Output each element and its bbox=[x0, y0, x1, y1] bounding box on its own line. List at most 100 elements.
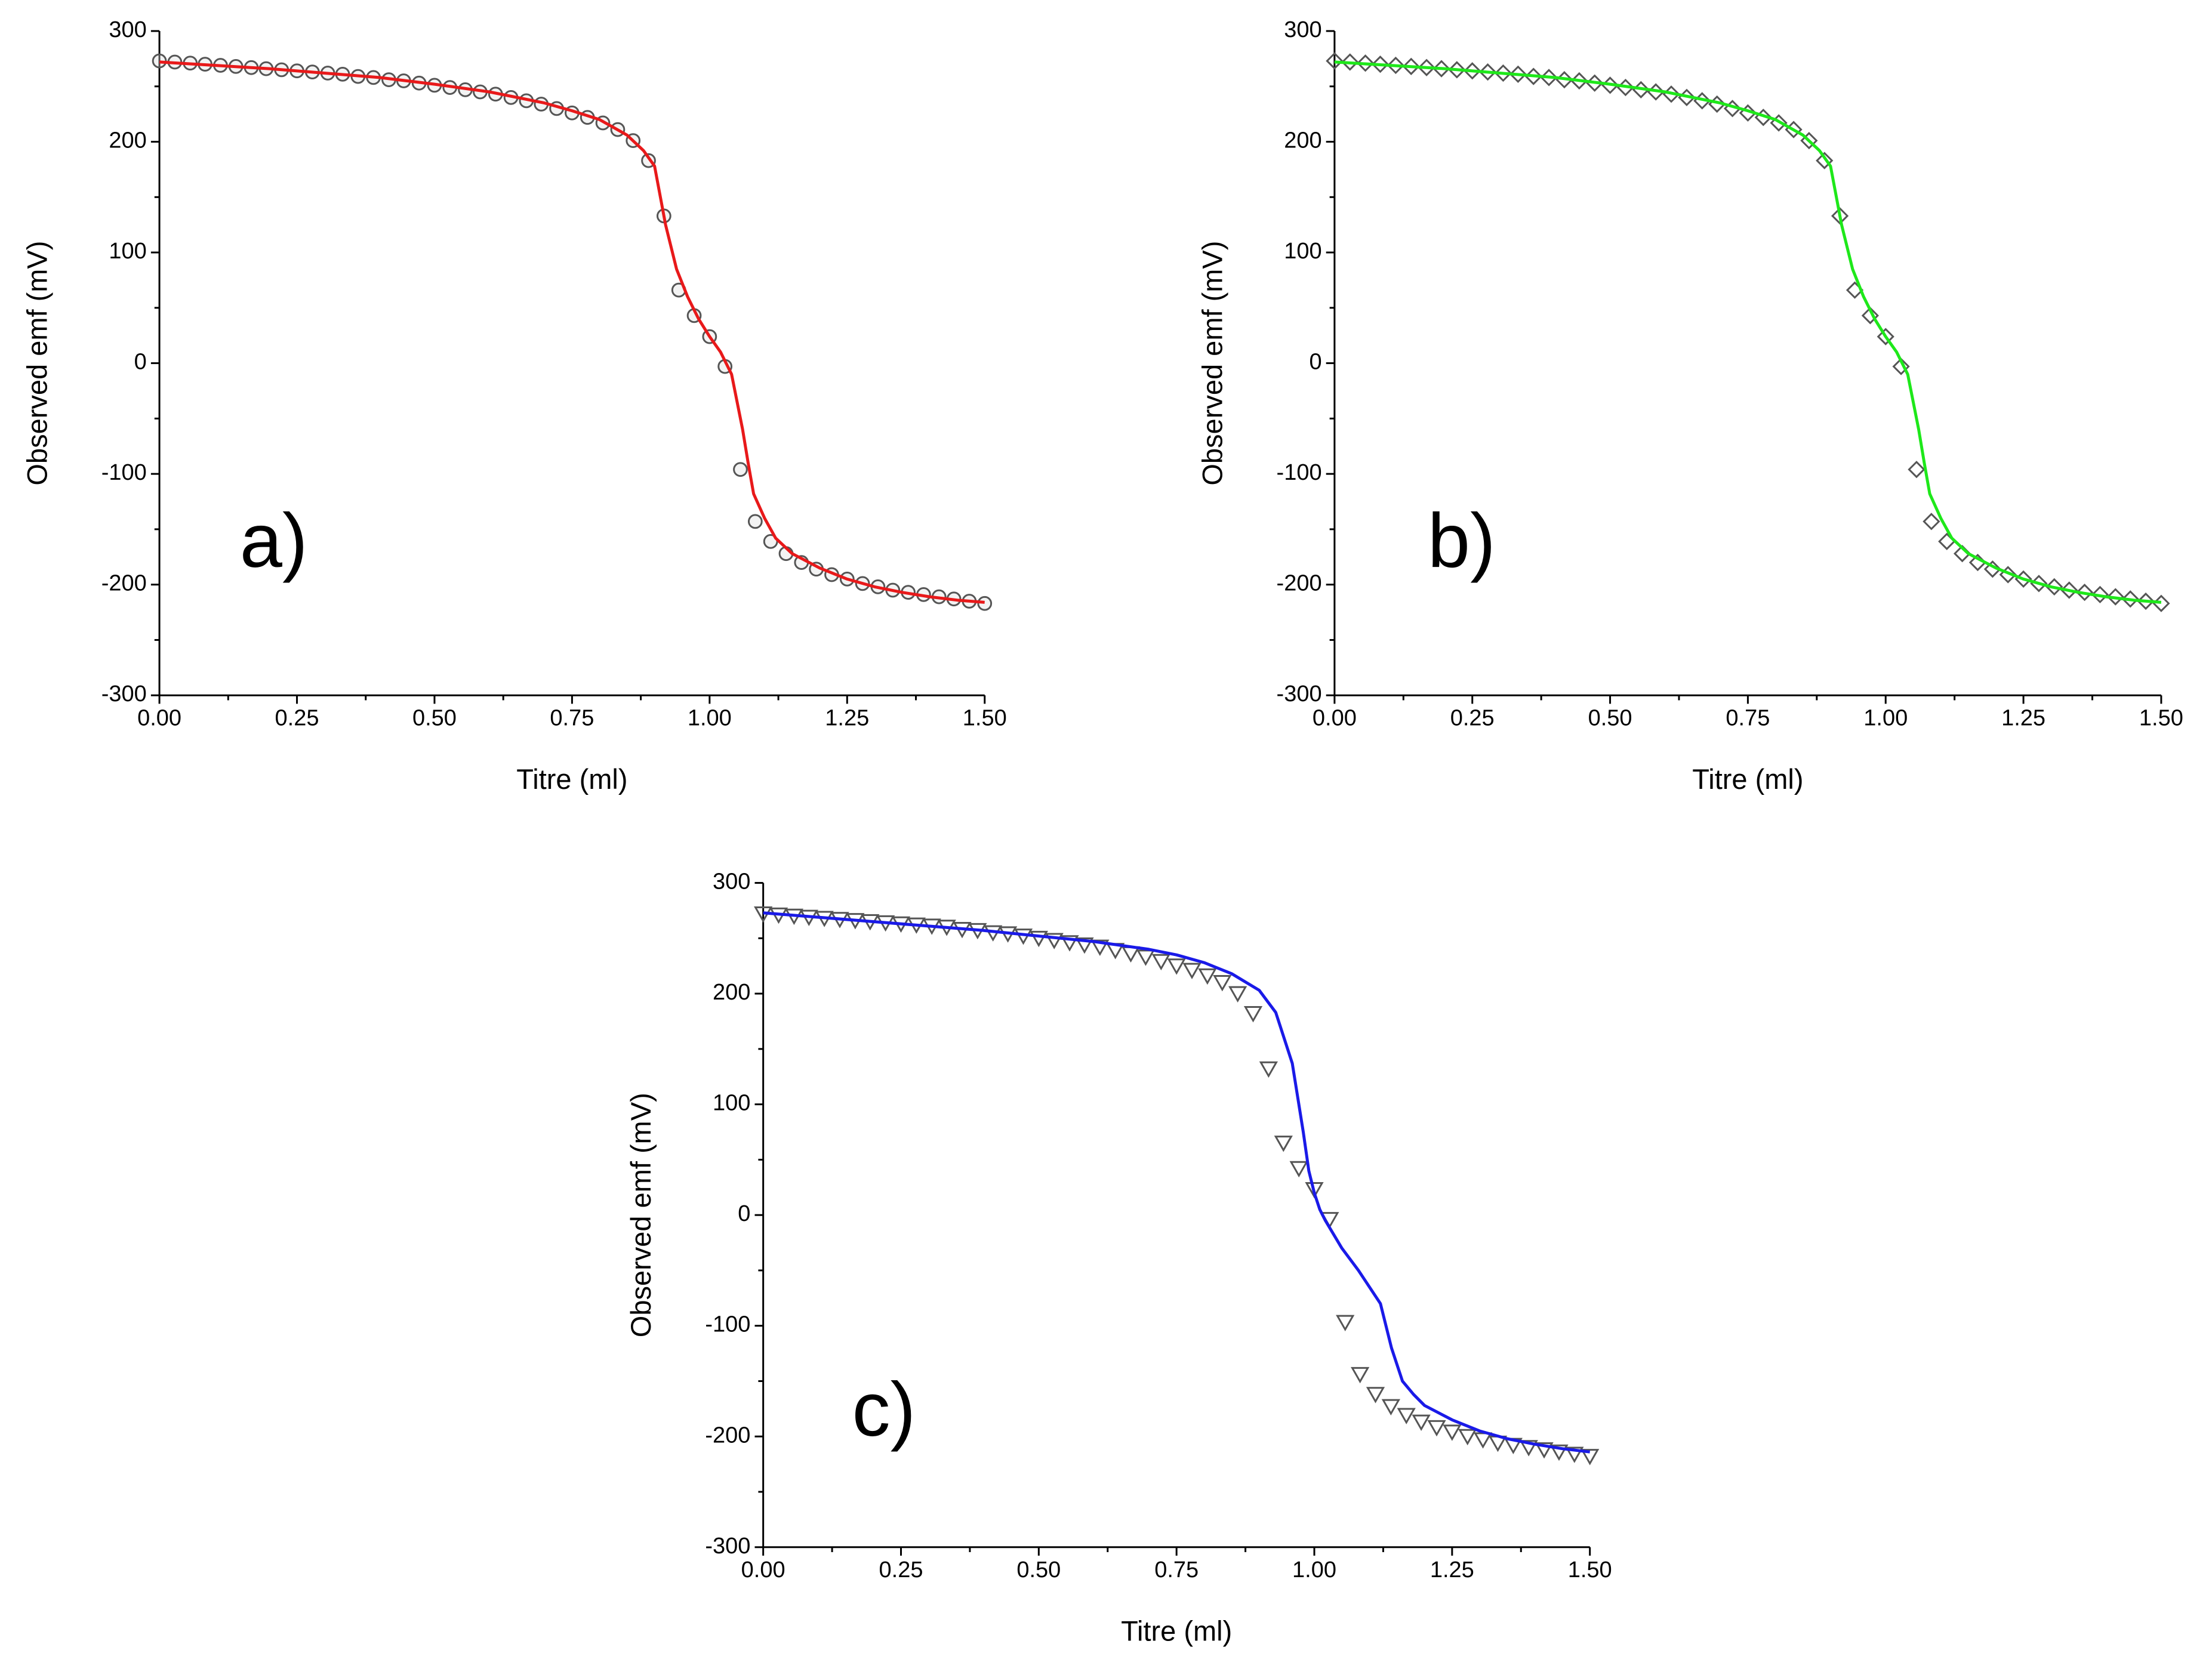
y-tick-label: 200 bbox=[109, 128, 146, 153]
data-point bbox=[1540, 69, 1558, 87]
data-point bbox=[2060, 581, 2078, 599]
data-point bbox=[1535, 1442, 1554, 1459]
y-tick-label: -300 bbox=[705, 1534, 750, 1559]
data-point bbox=[1274, 1136, 1293, 1152]
data-point bbox=[1136, 949, 1156, 966]
data-point bbox=[1458, 1429, 1477, 1446]
x-tick-label: 0.25 bbox=[879, 1557, 923, 1583]
data-point bbox=[1381, 1399, 1400, 1416]
data-point bbox=[2075, 584, 2094, 602]
data-point bbox=[1151, 954, 1170, 971]
x-tick-label: 0.50 bbox=[1016, 1557, 1061, 1583]
data-point bbox=[1861, 307, 1880, 325]
data-point bbox=[1412, 1414, 1431, 1431]
x-tick-label: 1.50 bbox=[1568, 1557, 1612, 1583]
data-point bbox=[1443, 1424, 1462, 1441]
x-tick-label: 0.00 bbox=[741, 1557, 785, 1583]
data-point bbox=[1509, 65, 1527, 83]
data-point bbox=[2121, 590, 2139, 608]
data-point bbox=[1045, 933, 1064, 949]
data-point bbox=[1371, 55, 1390, 73]
data-point bbox=[1494, 64, 1512, 82]
data-point bbox=[1366, 1387, 1385, 1404]
x-tick-label: 1.00 bbox=[688, 705, 732, 730]
fit-line bbox=[159, 60, 985, 604]
y-tick-label: 0 bbox=[1309, 350, 1321, 375]
y-tick-label: 300 bbox=[713, 869, 750, 894]
x-tick-label: 0.25 bbox=[275, 705, 319, 730]
data-point bbox=[1198, 968, 1217, 985]
data-point bbox=[977, 596, 993, 611]
x-tick-label: 0.75 bbox=[1154, 1557, 1199, 1583]
data-point bbox=[1351, 1367, 1370, 1384]
data-point bbox=[2152, 594, 2170, 612]
y-tick-label: 100 bbox=[1284, 239, 1321, 264]
y-tick-label: -300 bbox=[101, 681, 147, 707]
data-point bbox=[1341, 53, 1359, 71]
data-point bbox=[1565, 1446, 1584, 1463]
y-tick-label: 100 bbox=[713, 1091, 750, 1116]
x-tick-label: 1.25 bbox=[2001, 705, 2045, 730]
x-tick-label: 1.00 bbox=[1863, 705, 1908, 730]
x-tick-label: 0.50 bbox=[1588, 705, 1632, 730]
data-point bbox=[1402, 57, 1420, 75]
y-tick-label: 100 bbox=[109, 239, 146, 264]
y-axis-title: Observed emf (mV) bbox=[625, 1093, 657, 1337]
chart-panel-b: 0.00 0.25 0.50 0.75 1.00 1.25 1.50 -300 -200 -100… bbox=[1196, 17, 2183, 795]
data-point bbox=[1816, 152, 1834, 169]
chart-panel-a: 0.00 0.25 0.50 0.75 1.00 1.25 1.50 -300 -200 -100… bbox=[21, 17, 1007, 795]
data-point bbox=[1397, 1408, 1416, 1424]
data-point bbox=[1075, 937, 1094, 954]
y-axis-title: Observed emf (mV) bbox=[21, 241, 53, 486]
data-point bbox=[1029, 930, 1048, 948]
y-tick-label: 200 bbox=[713, 980, 750, 1005]
x-tick-label: 0.00 bbox=[1313, 705, 1357, 730]
y-axis-title: Observed emf (mV) bbox=[1196, 241, 1228, 486]
data-point bbox=[1326, 52, 1344, 70]
y-tick-label: -100 bbox=[705, 1312, 750, 1337]
data-point bbox=[1923, 513, 1940, 530]
x-axis-title: Titre (ml) bbox=[516, 763, 627, 795]
x-tick-label: 0.25 bbox=[1450, 705, 1495, 730]
data-point bbox=[1418, 58, 1435, 76]
y-tick-label: -100 bbox=[101, 460, 147, 485]
data-point bbox=[1213, 975, 1232, 992]
panel-label: a) bbox=[240, 498, 308, 584]
data-point bbox=[1121, 946, 1141, 963]
x-axis-title: Titre (ml) bbox=[1121, 1615, 1232, 1646]
data-point bbox=[1877, 328, 1894, 346]
data-point bbox=[2045, 578, 2063, 596]
data-point bbox=[1892, 357, 1910, 375]
data-point bbox=[733, 462, 748, 477]
data-point bbox=[1387, 56, 1405, 75]
y-tick-label: 0 bbox=[738, 1201, 750, 1226]
data-point bbox=[1243, 1006, 1263, 1023]
x-tick-label: 1.50 bbox=[963, 705, 1007, 730]
data-point bbox=[1356, 54, 1375, 72]
data-point bbox=[1336, 1315, 1355, 1332]
data-point bbox=[1228, 986, 1247, 1003]
data-point bbox=[1473, 1432, 1493, 1449]
data-point bbox=[1448, 61, 1466, 79]
data-point bbox=[1167, 958, 1186, 975]
data-point bbox=[1259, 1061, 1278, 1078]
fit-line bbox=[1334, 60, 2162, 604]
panel-label: b) bbox=[1428, 498, 1496, 584]
data-point bbox=[1908, 461, 1926, 479]
y-tick-label: -100 bbox=[1277, 460, 1322, 485]
y-tick-label: -200 bbox=[705, 1423, 750, 1448]
y-tick-label: 300 bbox=[109, 17, 146, 42]
y-tick-label: 0 bbox=[134, 350, 147, 375]
data-point bbox=[2106, 588, 2124, 606]
x-axis-title: Titre (ml) bbox=[1692, 763, 1803, 795]
y-tick-label: -200 bbox=[1277, 571, 1322, 596]
x-tick-label: 1.25 bbox=[825, 705, 869, 730]
x-tick-label: 0.00 bbox=[137, 705, 181, 730]
data-point bbox=[2091, 585, 2109, 604]
x-tick-label: 1.25 bbox=[1430, 1557, 1474, 1583]
x-tick-label: 0.75 bbox=[1726, 705, 1770, 730]
data-point bbox=[1549, 1444, 1569, 1461]
data-point bbox=[1432, 60, 1450, 78]
chart-panel-c: 0.00 0.25 0.50 0.75 1.00 1.25 1.50 -300 -200 -100… bbox=[625, 869, 1612, 1647]
